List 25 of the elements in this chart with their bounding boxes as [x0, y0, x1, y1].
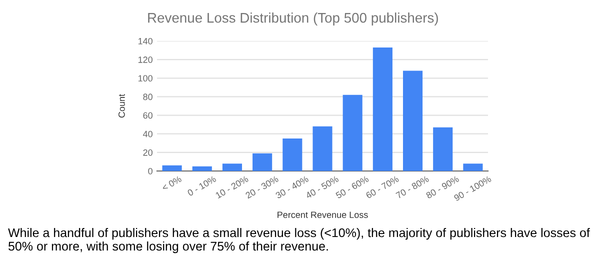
y-axis-title: Count	[118, 94, 125, 118]
bar	[252, 153, 272, 171]
bar	[222, 164, 242, 171]
text: While a handful of publishers have a small revenue loss (<10%), the majority of publishers have losses of 50% or more, with some losing over 75% of their revenue.	[8, 228, 590, 254]
bar	[402, 70, 423, 171]
x-tick-label: 0 - 10%	[186, 176, 217, 196]
y-tick-label: 0	[148, 168, 152, 174]
bar	[433, 127, 453, 171]
y-tick-label: 80	[143, 94, 152, 100]
chart-title: Revenue Loss Distribution (Top 500 publishers)	[148, 12, 438, 26]
bar	[192, 166, 212, 171]
bar	[282, 138, 302, 171]
x-axis-title: Percent Revenue Loss	[278, 212, 368, 218]
y-tick-label: 140	[138, 38, 152, 44]
y-tick-label: 100	[138, 75, 152, 82]
bar	[463, 164, 483, 171]
bar	[162, 165, 182, 171]
y-tick-label: 40	[143, 130, 152, 138]
bar	[342, 94, 362, 171]
bar	[372, 48, 392, 171]
bar	[312, 126, 332, 171]
y-tick-label: 120	[138, 56, 152, 63]
y-tick-label: 60	[143, 112, 152, 119]
y-tick-label: 20	[143, 149, 152, 156]
x-tick-label: < 0%	[161, 176, 182, 192]
